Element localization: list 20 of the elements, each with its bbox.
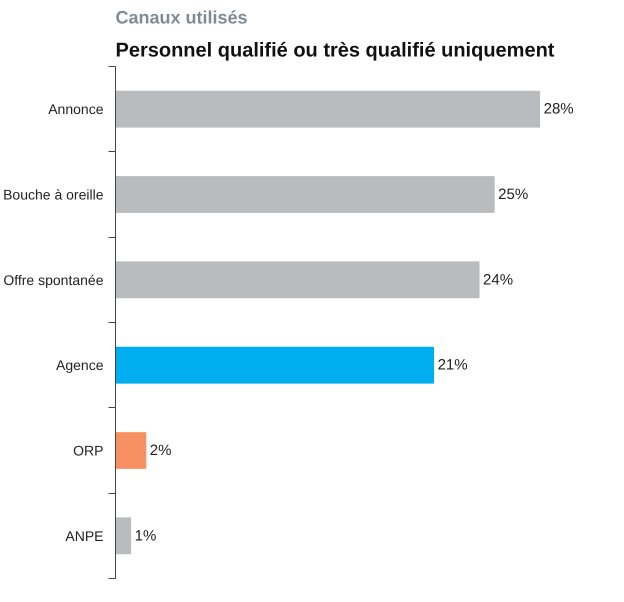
data-label: 2%	[150, 442, 172, 459]
y-tick-label: Annonce	[48, 101, 104, 118]
bar	[116, 176, 495, 213]
bar	[116, 517, 132, 554]
data-label: 1%	[134, 527, 156, 544]
y-tick-label: Bouche à oreille	[3, 186, 104, 202]
y-tick-label: Offre spontanée	[3, 272, 104, 288]
y-tick-label: ANPE	[65, 528, 104, 544]
bar	[116, 261, 480, 298]
y-tick-label: ORP	[73, 442, 104, 458]
bar	[116, 90, 540, 128]
chart-subtitle: Personnel qualifié ou très qualifié uniquement	[116, 40, 555, 62]
bar	[116, 432, 146, 469]
data-label: 25%	[498, 186, 528, 203]
bar	[116, 346, 434, 384]
data-label: 21%	[438, 356, 468, 374]
data-label: 28%	[544, 100, 574, 118]
chart-title: Canaux utilisés	[116, 8, 248, 28]
data-label: 24%	[483, 271, 514, 288]
y-tick-label: Agence	[56, 357, 104, 374]
